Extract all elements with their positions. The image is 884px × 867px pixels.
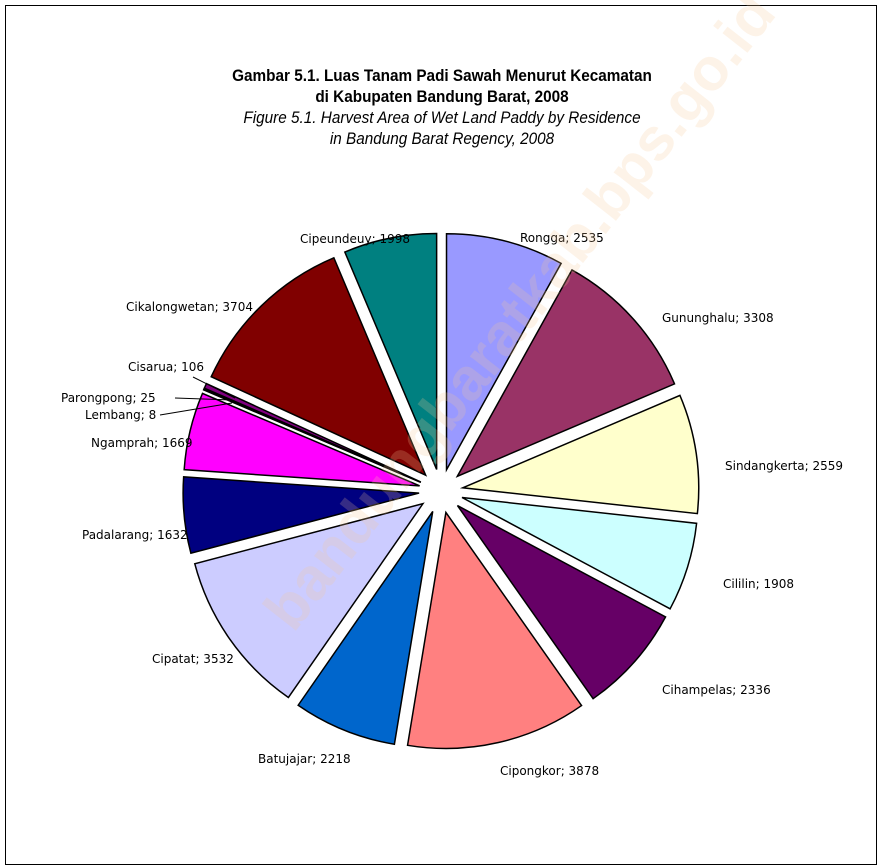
slice-label-gununghalu: Gununghalu; 3308: [662, 311, 774, 325]
pie-slice-sindangkerta: [459, 394, 700, 515]
slice-label-cipatat: Cipatat; 3532: [152, 652, 234, 666]
chart-subtitle: Figure 5.1. Harvest Area of Wet Land Pad…: [243, 108, 641, 127]
slice-label-padalarang: Padalarang; 1632: [82, 528, 188, 542]
pie-slice-cililin: [461, 496, 698, 610]
pie-slice-padalarang: [182, 476, 420, 555]
slice-label-cililin: Cililin; 1908: [723, 577, 794, 591]
chart-title-line2: di Kabupaten Bandung Barat, 2008: [315, 87, 569, 106]
leader-line-lembang: [159, 402, 233, 416]
pie-slice-cihampelas: [456, 504, 667, 700]
slice-label-sindangkerta: Sindangkerta; 2559: [725, 459, 843, 473]
pie-slice-ngamprah: [183, 392, 420, 487]
slice-label-rongga: Rongga; 2535: [520, 231, 604, 245]
chart-titles: Gambar 5.1. Luas Tanam Padi Sawah Menuru…: [0, 65, 884, 149]
slice-label-cisarua: Cisarua; 106: [128, 360, 204, 374]
pie-slice-rongga: [445, 232, 563, 473]
slice-label-cipeundeuy: Cipeundeuy; 1998: [300, 232, 410, 246]
pie-slice-cikalongwetan: [210, 256, 428, 477]
slice-label-cihampelas: Cihampelas; 2336: [662, 683, 771, 697]
leader-line-cisarua: [192, 376, 236, 399]
leader-line-parongpong: [174, 397, 233, 401]
slice-label-ngamprah: Ngamprah; 1669: [91, 436, 193, 450]
pie-slice-cipongkor: [406, 510, 583, 750]
pie-slice-gununghalu: [455, 268, 676, 478]
pie-slice-cipatat: [193, 502, 425, 699]
pie-slice-batujajar: [297, 510, 434, 746]
chart-subtitle-line2: in Bandung Barat Regency, 2008: [329, 129, 555, 148]
chart-title: Gambar 5.1. Luas Tanam Padi Sawah Menuru…: [232, 66, 652, 85]
slice-label-parongpong: Parongpong; 25: [61, 391, 156, 405]
slice-label-batujajar: Batujajar; 2218: [258, 752, 351, 766]
slice-label-cikalongwetan: Cikalongwetan; 3704: [126, 300, 253, 314]
slice-label-cipongkor: Cipongkor; 3878: [500, 764, 599, 778]
pie-slice-cipeundeuy: [343, 232, 438, 470]
slice-label-lembang: Lembang; 8: [85, 408, 156, 422]
